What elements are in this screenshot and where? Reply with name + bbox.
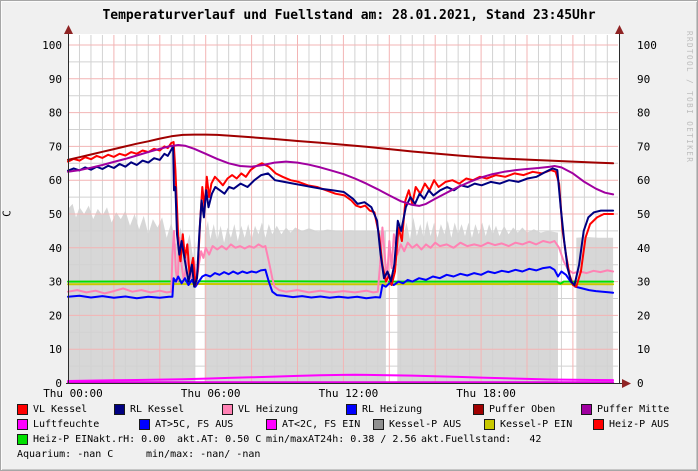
y-tick-left-70: 70 <box>49 140 62 153</box>
x-tick-0: Thu 00:00 <box>43 387 103 400</box>
stat-aquarium-minmax: min/max: -nan/ -nan <box>146 449 261 460</box>
series-rl-heizung <box>67 266 615 300</box>
y-tick-right-0: 0 <box>637 377 644 390</box>
legend-item-at-gt5c: AT>5C, FS AUS <box>139 418 233 431</box>
x-tick-12: Thu 12:00 <box>319 387 379 400</box>
y-tick-right-100: 100 <box>637 39 657 52</box>
line-series <box>67 133 615 384</box>
y-tick-left-0: 0 <box>55 377 62 390</box>
y-tick-right-80: 80 <box>637 107 650 120</box>
legend-row-2: Luftfeuchte AT>5C, FS AUS AT<2C, FS EIN … <box>1 418 697 432</box>
rl-heizung-swatch <box>346 404 357 415</box>
y-tick-left-40: 40 <box>49 242 62 255</box>
y-tick-left-20: 20 <box>49 309 62 322</box>
at-gt5c-swatch <box>139 419 150 430</box>
y-tick-left-50: 50 <box>49 208 62 221</box>
y-tick-right-20: 20 <box>637 309 650 322</box>
axes <box>66 29 624 384</box>
stat-aquarium: Aquarium: -nan C <box>17 449 114 460</box>
chart-title: Temperaturverlauf und Fuellstand am: 28.… <box>102 8 596 23</box>
legend-item-kessel-p-aus: Kessel-P AUS <box>373 418 461 431</box>
heiz-p-ein-swatch <box>17 434 28 445</box>
axis-arrows <box>64 25 631 388</box>
legend-row-1: VL Kessel RL Kessel VL Heizung RL Heizun… <box>1 403 697 417</box>
y-tick-left-80: 80 <box>49 107 62 120</box>
y-tick-right-50: 50 <box>637 208 650 221</box>
vl-heizung-swatch <box>222 404 233 415</box>
minor-grid <box>69 35 618 382</box>
series-puffer-oben <box>67 133 615 165</box>
kessel-p-ein-swatch <box>484 419 495 430</box>
y-tick-left-60: 60 <box>49 174 62 187</box>
y-tick-left-10: 10 <box>49 343 62 356</box>
stat-akt-at: akt.AT: 0.50 C <box>177 434 262 445</box>
rl-kessel-swatch <box>114 404 125 415</box>
vl-kessel-swatch <box>17 404 28 415</box>
y-tick-left-90: 90 <box>49 73 62 86</box>
legend-item-kessel-p-ein: Kessel-P EIN <box>484 418 572 431</box>
legend-item-at-lt2c: AT<2C, FS EIN <box>266 418 360 431</box>
legend-item-luftfeuchte: Luftfeuchte <box>17 418 99 431</box>
y-tick-right-60: 60 <box>637 174 650 187</box>
stat-akt-fuellstand: akt.Fuellstand: 42 <box>421 434 542 445</box>
y-tick-right-90: 90 <box>637 73 650 86</box>
series-heiz-p-ein <box>67 280 615 285</box>
legend-row-3: Heiz-P EIN akt.rH: 0.00 akt.AT: 0.50 C m… <box>1 433 697 447</box>
legend-item-heiz-p-aus: Heiz-P AUS <box>593 418 669 431</box>
y-axis-label: C <box>0 210 14 217</box>
y-tick-right-40: 40 <box>637 242 650 255</box>
legend-item-puffer-mitte: Puffer Mitte <box>581 403 669 416</box>
series-kessel-p-aus <box>204 220 386 383</box>
legend-item-rl-kessel: RL Kessel <box>114 403 184 416</box>
y-tick-left-30: 30 <box>49 276 62 289</box>
series-kessel-p-aus <box>68 203 196 383</box>
legend-item-vl-heizung: VL Heizung <box>222 403 298 416</box>
legend-item-rl-heizung: RL Heizung <box>346 403 422 416</box>
y-tick-right-10: 10 <box>637 343 650 356</box>
series-kessel-p-aus <box>397 217 558 383</box>
series-rl-kessel <box>67 145 615 288</box>
legend-item-puffer-oben: Puffer Oben <box>473 403 555 416</box>
chart-canvas: 0 0 10 10 20 20 30 30 40 40 50 50 60 60 70 70 80 80 90 90 10… <box>42 25 657 400</box>
series-at-2c-fs-ein <box>67 373 615 382</box>
kessel-p-aus-swatch <box>373 419 384 430</box>
at-lt2c-swatch <box>266 419 277 430</box>
stat-minmax-at24h: min/maxAT24h: 0.38 / 2.56 <box>266 434 417 445</box>
stat-akt-rh: akt.rH: 0.00 <box>93 434 166 445</box>
y-tick-left-100: 100 <box>42 39 62 52</box>
legend-row-4: Aquarium: -nan C min/max: -nan/ -nan <box>1 448 697 462</box>
y-tick-right-70: 70 <box>637 140 650 153</box>
puffer-mitte-swatch <box>581 404 592 415</box>
rrdtool-watermark: RRDTOOL / TOBI OETIKER <box>685 31 694 164</box>
tick-labels: 0 0 10 10 20 20 30 30 40 40 50 50 60 60 70 70 80 80 90 90 10… <box>42 39 657 400</box>
y-tick-right-30: 30 <box>637 276 650 289</box>
heiz-p-aus-swatch <box>593 419 604 430</box>
x-tick-18: Thu 18:00 <box>456 387 516 400</box>
luftfeuchte-swatch <box>17 419 28 430</box>
legend-item-vl-kessel: VL Kessel <box>17 403 87 416</box>
x-tick-6: Thu 06:00 <box>181 387 241 400</box>
puffer-oben-swatch <box>473 404 484 415</box>
legend-item-heiz-p-ein: Heiz-P EIN <box>17 433 93 446</box>
series-puffer-mitte <box>67 144 615 207</box>
